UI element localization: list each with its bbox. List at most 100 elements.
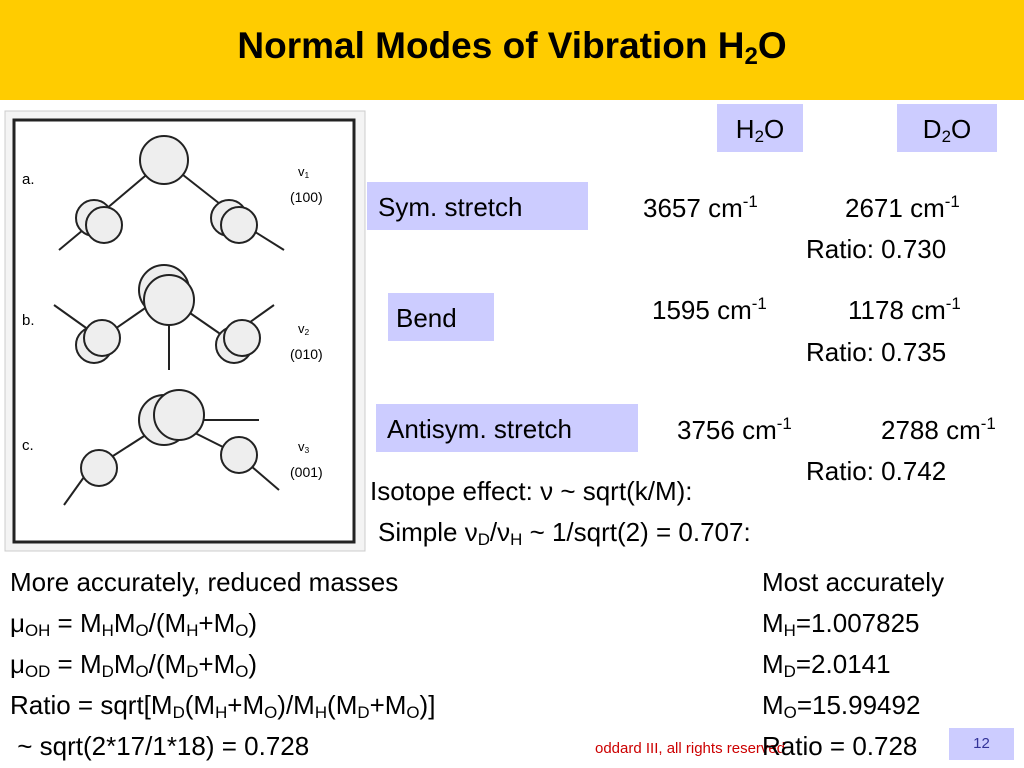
subscript: D (172, 703, 185, 723)
text-run: 1178 cm (848, 295, 946, 326)
text-run: /(M (148, 608, 187, 638)
text-run: ν (497, 517, 511, 547)
subscript: 2 (754, 127, 764, 147)
text-run: +M (198, 649, 236, 679)
supscript: -1 (742, 192, 758, 211)
text-run: O (950, 114, 972, 144)
note-line: More accurately, reduced masses (10, 569, 398, 595)
isotope-line: Simple νD/νH ~ 1/sqrt(2) = 0.707: (378, 519, 751, 549)
copyright: oddard III, all rights reserved (595, 740, 786, 757)
text-run: = M (50, 649, 102, 679)
column-box (717, 104, 803, 152)
text-run: )/M (277, 690, 315, 720)
text-run: ) (248, 608, 258, 638)
mode-name: Bend (396, 303, 457, 333)
supscript: -1 (751, 294, 767, 313)
text-run: M (762, 649, 784, 679)
panel-symbol: v2 (298, 322, 309, 337)
isotope-line: Isotope effect: ν ~ sqrt(k/M): (370, 478, 693, 504)
supscript: -1 (944, 192, 960, 211)
mode-box (376, 404, 638, 452)
text-run: Simple (378, 517, 465, 547)
mode-box (367, 182, 588, 230)
text-run: =15.99492 (796, 690, 921, 720)
subscript: D (357, 703, 370, 723)
text-run: =1.007825 (795, 608, 920, 638)
text-run: ν (464, 517, 478, 547)
ratio: Ratio: 0.742 (806, 456, 947, 486)
panel-letter: b. (22, 312, 35, 329)
subscript: O (783, 703, 797, 723)
text-run: (M (327, 690, 358, 720)
d2o-frequency: 2788 cm-1 (881, 414, 996, 446)
text-run: D (922, 114, 942, 144)
text-run: μ (10, 649, 25, 679)
text-run: M (762, 608, 784, 638)
subscript: OH (24, 621, 51, 641)
text-run: 2788 cm (881, 415, 981, 446)
text-run: 3657 cm (643, 193, 743, 224)
page-number: 12 (973, 735, 990, 752)
text-run: +M (227, 690, 265, 720)
panel-symbol: v3 (298, 440, 309, 455)
panel-symbol: v1 (298, 165, 309, 180)
mode-box (388, 293, 494, 341)
mode-name: Antisym. stretch (387, 414, 572, 444)
subscript: O (135, 621, 149, 641)
slide-title: Normal Modes of Vibration H2O (0, 27, 1024, 69)
text-run: M (113, 649, 136, 679)
panel-code: (100) (290, 189, 323, 205)
page-box (949, 728, 1014, 760)
text-run: /(M (148, 649, 187, 679)
subscript: 2 (941, 127, 951, 147)
text-run: H (735, 114, 755, 144)
supscript: -1 (980, 414, 996, 433)
note-line: ~ sqrt(2*17/1*18) = 0.728 (10, 733, 309, 759)
text-run: O (763, 114, 785, 144)
text-run: (M (184, 690, 216, 720)
note-line: MO=15.99492 (762, 692, 920, 722)
text-run: 1595 cm (652, 295, 752, 326)
subscript: OD (24, 662, 51, 682)
mode-figure (4, 110, 366, 552)
column-box (897, 104, 997, 152)
subscript: 2 (304, 327, 310, 338)
h2o-frequency: 3657 cm-1 (643, 192, 758, 224)
subscript: 2 (744, 43, 758, 70)
subscript: 3 (304, 445, 310, 456)
note-line: μOH = MHMO/(MH+MO) (10, 610, 257, 640)
text-run: M (113, 608, 136, 638)
header-band (0, 0, 1024, 100)
text-run: O (757, 25, 787, 66)
text-run: +M (198, 608, 236, 638)
text-run: Ratio = sqrt[M (10, 690, 173, 720)
d2o-frequency: 2671 cm-1 (845, 192, 960, 221)
text-run: M (762, 690, 784, 720)
subscript: O (235, 662, 249, 682)
panel-code: (010) (290, 346, 323, 362)
subscript: H (783, 621, 796, 641)
panel-code: (001) (290, 464, 323, 480)
text-run: ) (248, 649, 258, 679)
subscript: O (235, 621, 249, 641)
subscript: D (477, 530, 490, 550)
ratio: Ratio: 0.735 (806, 337, 947, 367)
h2o-frequency: 1595 cm-1 (652, 294, 767, 326)
supscript: -1 (776, 414, 792, 433)
panel-letter: c. (22, 437, 34, 454)
column-header: H2O (717, 116, 803, 146)
subscript: H (314, 703, 328, 723)
text-run: Ratio = 0.728 (762, 731, 918, 761)
note-line: Ratio = 0.728 (762, 733, 917, 759)
text-run: Most accurately (762, 567, 945, 597)
text-run: ~ sqrt(k/M): (553, 476, 693, 506)
subscript: 1 (304, 170, 310, 181)
column-header: D2O (897, 116, 997, 146)
text-run: v (298, 321, 305, 336)
text-run: More accurately, reduced masses (10, 567, 399, 597)
d2o-frequency: 1178 cm-1 (848, 295, 961, 326)
text-run: / (489, 517, 498, 547)
text-run: = M (50, 608, 102, 638)
mode-name: Sym. stretch (378, 192, 523, 222)
